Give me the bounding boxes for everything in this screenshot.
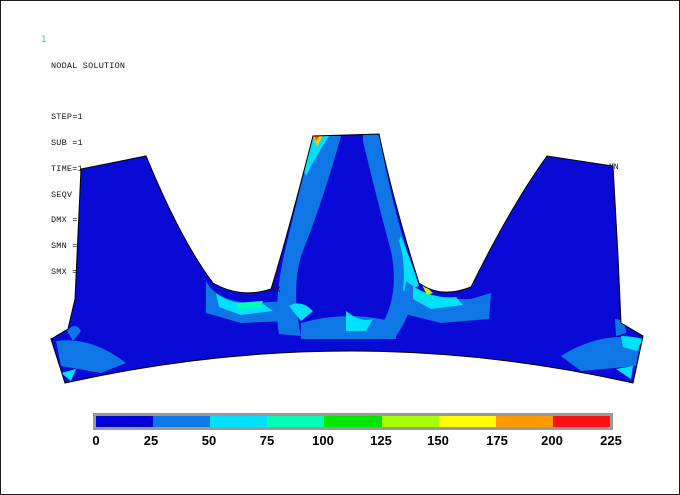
colorbar-segment xyxy=(324,416,382,427)
tick-label: 0 xyxy=(92,433,100,448)
colorbar-segment xyxy=(267,416,325,427)
colorbar-segment xyxy=(495,416,553,427)
stress-field xyxy=(51,134,643,383)
tick-label: 75 xyxy=(259,433,275,448)
tick-label: 200 xyxy=(541,433,563,448)
colorbar-segment xyxy=(438,416,496,427)
sub-line: SUB =1 xyxy=(51,137,83,148)
tick-label: 225 xyxy=(600,433,622,448)
time-line: TIME=1 xyxy=(51,163,83,174)
tick-label: 150 xyxy=(427,433,449,448)
tick-label: 125 xyxy=(370,433,392,448)
contour-colorbar xyxy=(93,413,613,430)
tick-label: 50 xyxy=(201,433,217,448)
max-marker: MX xyxy=(271,286,281,295)
tick-label: 25 xyxy=(143,433,159,448)
colorbar-segment xyxy=(552,416,610,427)
colorbar-segment xyxy=(210,416,268,427)
colorbar-segment xyxy=(96,416,154,427)
colorbar-ticks: 0 25 50 75 100 125 150 175 200 225 xyxy=(1,433,679,453)
min-marker: MN xyxy=(609,163,619,172)
tick-label: 100 xyxy=(312,433,334,448)
gear-outline xyxy=(50,133,644,384)
colorbar-segment xyxy=(153,416,211,427)
window-number: 1 xyxy=(41,35,47,45)
colorbar-segment xyxy=(381,416,439,427)
step-line: STEP=1 xyxy=(51,112,83,123)
plot-title: NODAL SOLUTION xyxy=(51,61,126,72)
tick-label: 175 xyxy=(486,433,508,448)
